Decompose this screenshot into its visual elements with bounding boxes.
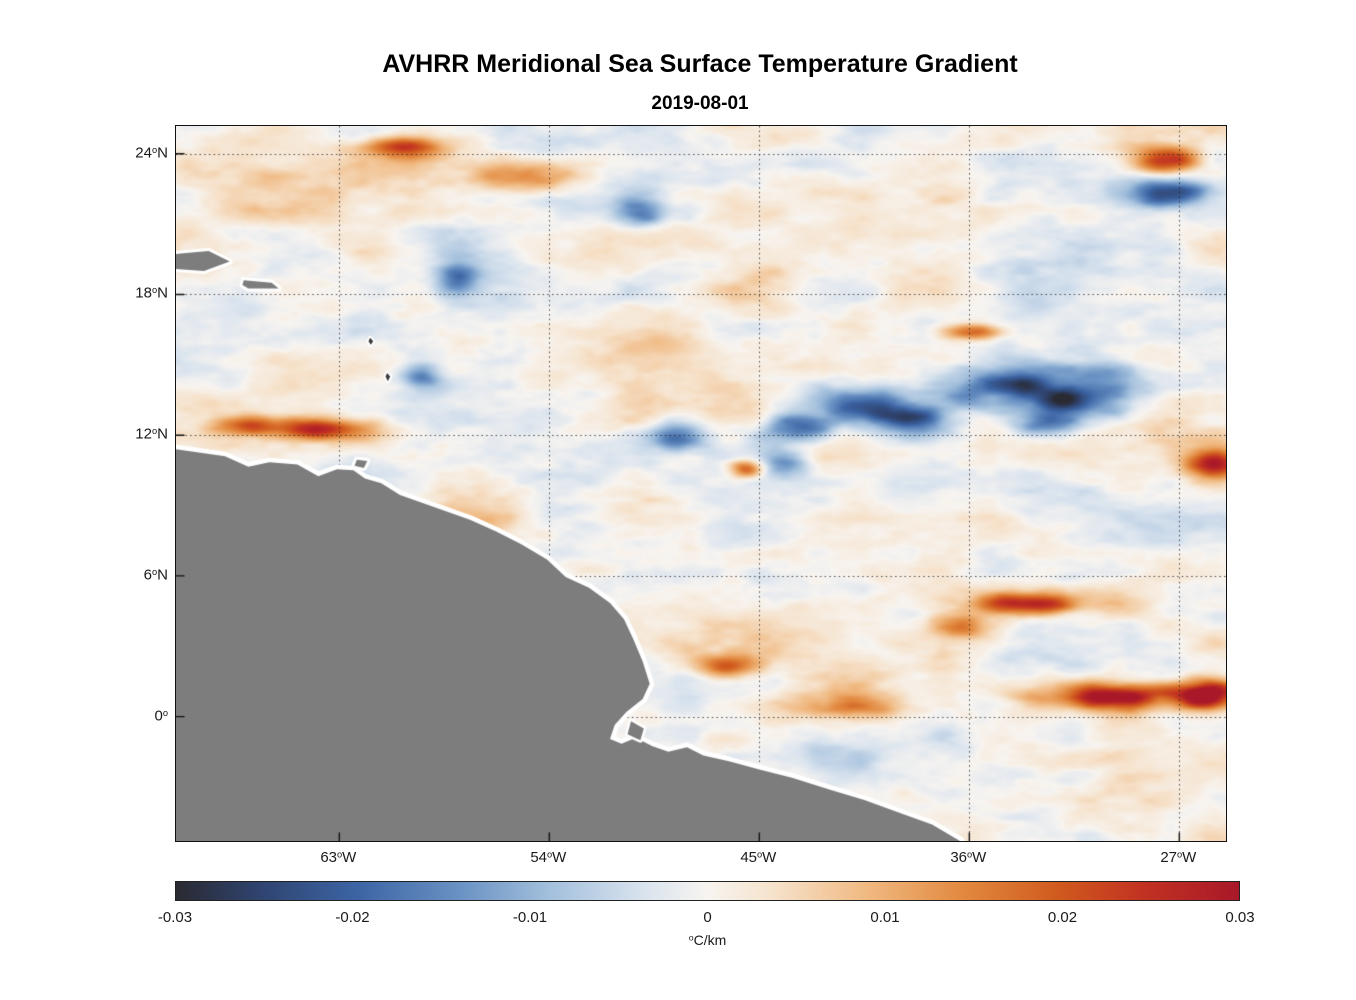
y-tick-label: 24oN <box>135 144 168 162</box>
degree-superscript: o <box>162 707 168 718</box>
x-tick-label: 63oW <box>320 849 357 866</box>
y-tick-label: 12oN <box>135 425 168 443</box>
degree-superscript: o <box>1177 849 1183 860</box>
x-tick-label: 54oW <box>530 849 567 866</box>
map-canvas <box>176 126 1226 841</box>
date-subtitle: 2019-08-01 <box>651 93 749 114</box>
colorbar-tick-label: -0.01 <box>512 909 548 926</box>
colorbar-tick-label: 0.02 <box>1047 909 1078 926</box>
degree-superscript: o <box>547 849 553 860</box>
colorbar-unit-label: oC/km <box>688 932 727 948</box>
x-tick-label: 36oW <box>950 849 987 866</box>
degree-superscript: o <box>151 566 158 577</box>
degree-superscript: o <box>967 849 973 860</box>
map-plot-area <box>175 125 1227 842</box>
degree-superscript: o <box>337 849 343 860</box>
y-tick-label: 0o <box>154 707 168 725</box>
colorbar-tick-label: -0.02 <box>335 909 370 926</box>
degree-superscript: o <box>151 285 158 296</box>
degree-superscript: o <box>151 144 158 155</box>
degree-superscript: o <box>688 932 694 943</box>
y-tick-label: 6oN <box>143 566 168 584</box>
colorbar <box>175 881 1240 901</box>
colorbar-tick-label: 0.03 <box>1225 909 1255 926</box>
degree-superscript: o <box>151 426 158 437</box>
colorbar-tick-label: 0.01 <box>870 909 900 926</box>
page-title: AVHRR Meridional Sea Surface Temperature… <box>382 50 1018 78</box>
colorbar-tick-label: -0.03 <box>157 909 193 926</box>
colorbar-tick-label: 0 <box>703 909 712 926</box>
x-tick-label: 45oW <box>740 849 777 866</box>
x-tick-label: 27oW <box>1160 849 1197 866</box>
degree-superscript: o <box>757 849 763 860</box>
y-tick-label: 18oN <box>135 284 168 302</box>
